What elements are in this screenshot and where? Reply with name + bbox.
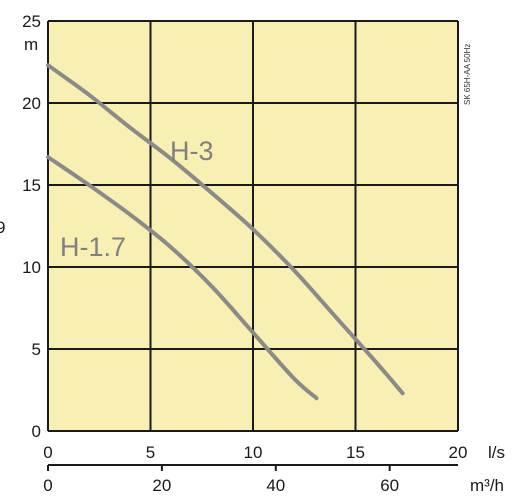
secondary-x-axis: 0 20 40 60 [43,464,458,495]
edge-glyph: 9 [0,218,5,237]
y-tick-label: 5 [32,340,41,359]
x-tick-label: 20 [449,443,468,462]
x-tick-label: 5 [146,443,155,462]
y-tick-labels: 0 5 10 15 20 25 [22,12,41,441]
secondary-x-axis-unit: m³/h [470,476,504,495]
y-tick-label: 10 [22,258,41,277]
secondary-x-tick-label: 0 [43,476,52,495]
x-axis-unit: l/s [488,443,505,462]
x-tick-label: 15 [346,443,365,462]
series-line-1 [46,155,319,401]
secondary-x-tick-label: 60 [380,476,399,495]
y-tick-label: 25 [22,12,41,31]
series-line-0 [46,63,405,396]
y-tick-label: 15 [22,176,41,195]
x-tick-label: 10 [244,443,263,462]
y-axis-unit: m [24,35,38,54]
secondary-x-tick-label: 40 [266,476,285,495]
grid-lines [47,20,459,432]
secondary-x-tick-label: 20 [152,476,171,495]
side-note: SK 65H-AA 50Hz [463,44,472,105]
y-tick-label: 20 [22,94,41,113]
curves-group [46,63,405,401]
series-label-h17: H-1.7 [60,232,126,262]
y-tick-label: 0 [32,422,41,441]
x-tick-label: 0 [43,443,52,462]
x-tick-labels: 0 5 10 15 20 [43,443,467,462]
series-label-h3: H-3 [170,136,214,166]
